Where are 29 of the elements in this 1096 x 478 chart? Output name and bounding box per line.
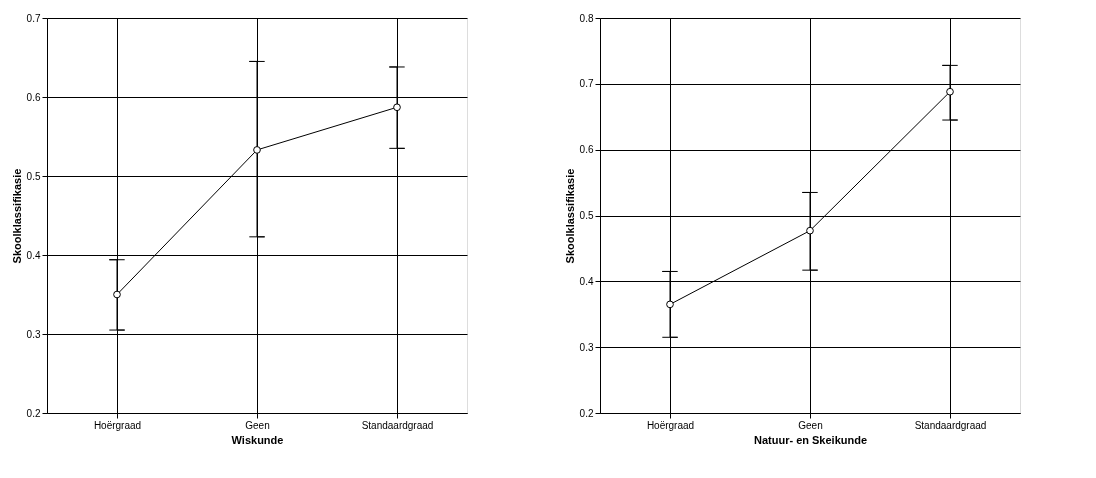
point [666,300,674,309]
y-tick-label: 0.5 [579,210,594,221]
y-tick-label: 0.3 [26,328,41,340]
y-tick-label: 0.6 [26,91,41,103]
x-tick-label: Hoërgraad [646,419,695,431]
point [113,290,121,299]
x-tick-label: Standaardgraad [914,419,987,431]
y-tick-label: 0.8 [579,12,594,24]
y-tick-label: 0.4 [579,275,594,287]
point [806,226,814,235]
x-tick-label: Geen [245,419,270,431]
y-tick-label: 0.2 [579,407,594,419]
y-tick-label: 0.2 [26,407,41,419]
x-tick-label: Hoërgraad [93,419,142,431]
point [253,146,261,154]
y-tick-label: 0.6 [579,144,594,156]
y-tick-label: 0.7 [579,78,594,90]
x-tick-label: Geen [798,419,823,431]
y-tick-label: 0.5 [26,170,41,182]
x-tick-label: Standaardgraad [361,419,434,431]
point [946,87,954,96]
y-tick-label: 0.7 [26,12,41,24]
point [393,103,401,112]
y-tick-label: 0.4 [26,249,41,261]
y-axis-title: Skoolklassifikasie [563,168,576,264]
y-axis-title: Skoolklassifikasie [10,168,23,264]
y-tick-label: 0.3 [579,341,594,353]
x-axis-title: Natuur- en Skeikunde [753,433,868,446]
x-axis-title: Wiskunde [231,433,284,446]
